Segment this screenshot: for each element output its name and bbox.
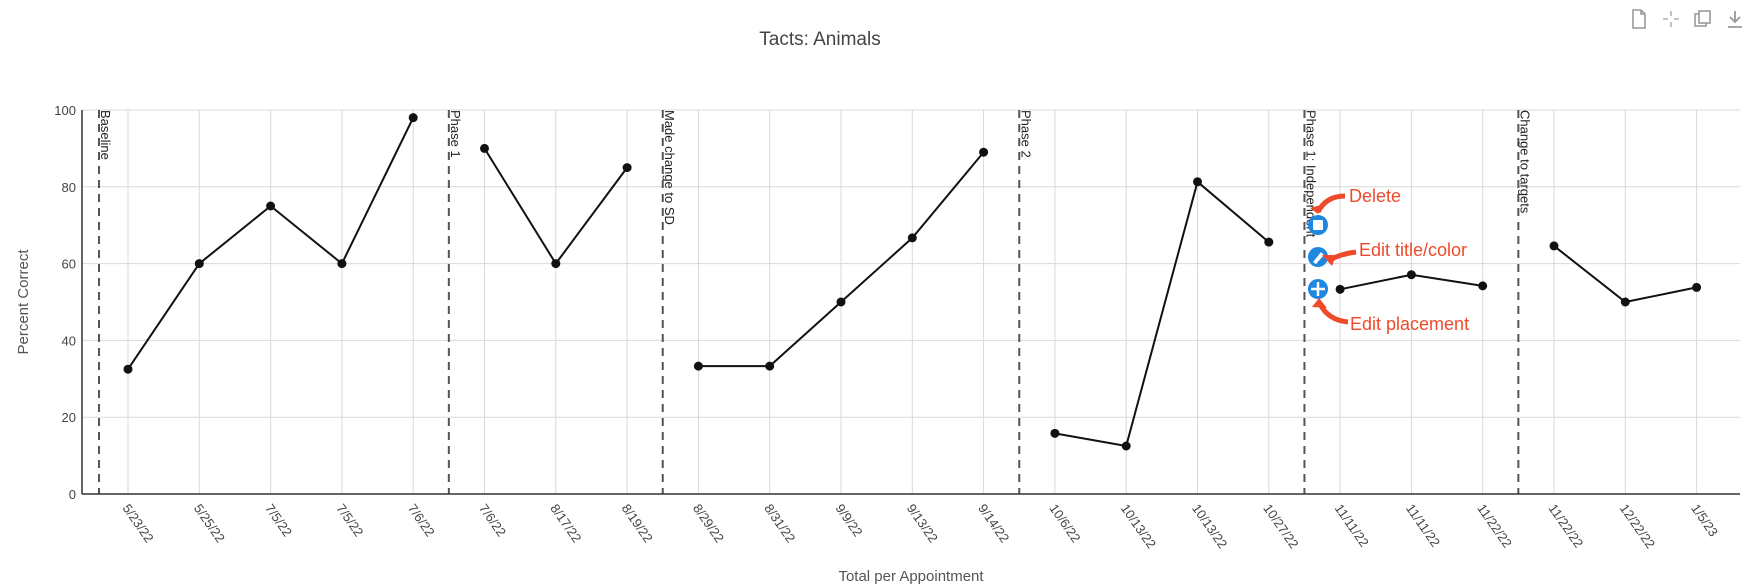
series-line <box>1054 180 1270 448</box>
x-tick-label: 8/17/22 <box>547 501 584 545</box>
y-tick-labels: 0 20 40 60 80 100 <box>54 103 76 502</box>
delete-handle[interactable] <box>1308 215 1328 235</box>
file-icon[interactable] <box>1628 8 1650 30</box>
data-point <box>266 201 276 211</box>
data-series <box>123 113 1702 451</box>
edit-title-color-callout: Edit title/color <box>1359 240 1467 260</box>
data-point <box>1121 441 1131 451</box>
data-point <box>1406 270 1416 280</box>
x-tick-label: 10/13/22 <box>1118 501 1159 551</box>
pencil-icon <box>1313 252 1324 264</box>
crosshair-icon[interactable] <box>1660 8 1682 30</box>
phase-label: Phase 1: Independent <box>1303 110 1318 238</box>
x-tick-label: 10/13/22 <box>1189 501 1230 551</box>
x-tick-label: 9/14/22 <box>975 501 1012 545</box>
data-point <box>907 233 917 243</box>
download-icon[interactable] <box>1724 8 1746 30</box>
data-point <box>123 364 133 374</box>
phase-label: Made change to SD <box>662 110 677 225</box>
y-tick-label: 100 <box>54 103 76 118</box>
phase-label: Phase 2 <box>1018 110 1033 158</box>
placement-arrow-head <box>1312 298 1327 308</box>
data-point <box>480 143 489 153</box>
x-tick-label: 9/13/22 <box>904 501 941 545</box>
x-tick-label: 11/11/22 <box>1403 501 1443 549</box>
phase-label: Baseline <box>98 110 113 160</box>
data-point <box>1692 282 1702 292</box>
grid-lines <box>82 109 1740 495</box>
x-tick-label: 8/19/22 <box>619 501 656 545</box>
data-point <box>979 147 989 157</box>
data-point <box>1193 177 1202 187</box>
data-point <box>765 361 775 371</box>
x-tick-label: 7/5/22 <box>333 501 366 539</box>
x-tick-label: 12/22/22 <box>1617 501 1658 551</box>
y-axis-label: Percent Correct <box>15 249 32 355</box>
x-tick-label: 11/22/22 <box>1474 501 1515 550</box>
data-point <box>408 113 418 123</box>
data-point <box>622 163 632 173</box>
phase-label: Change to targets <box>1517 110 1532 214</box>
x-tick-label: 11/11/22 <box>1332 501 1372 549</box>
x-tick-label: 7/6/22 <box>405 501 438 539</box>
move-handle[interactable] <box>1308 279 1328 299</box>
x-tick-label: 5/25/22 <box>191 501 228 545</box>
x-tick-label: 11/22/22 <box>1546 501 1587 550</box>
edit-handle[interactable] <box>1308 247 1328 267</box>
edit-placement-callout: Edit placement <box>1350 314 1469 334</box>
trash-icon <box>1313 220 1323 230</box>
y-tick-label: 80 <box>62 180 76 195</box>
x-tick-label: 10/27/22 <box>1260 501 1301 551</box>
x-tick-labels: 5/23/22 5/25/22 7/5/22 7/5/22 7/6/22 7/6/22 8/… <box>120 501 1722 551</box>
delete-callout: Delete <box>1349 186 1401 206</box>
data-point <box>1620 297 1630 307</box>
data-point <box>337 259 347 269</box>
delete-arrow <box>1315 193 1346 214</box>
x-tick-label: 8/29/22 <box>690 501 727 545</box>
data-point <box>1549 241 1559 251</box>
edit-arrow-head <box>1322 255 1336 266</box>
data-point <box>551 259 561 269</box>
y-tick-label: 0 <box>69 487 76 502</box>
y-tick-label: 20 <box>62 410 76 425</box>
y-tick-label: 60 <box>62 257 76 272</box>
data-point <box>1335 284 1345 294</box>
x-tick-label: 7/6/22 <box>476 501 509 539</box>
x-tick-label: 5/23/22 <box>120 501 157 545</box>
x-tick-label: 8/31/22 <box>761 501 798 545</box>
x-tick-label: 10/6/22 <box>1046 501 1083 545</box>
chart-toolbar <box>1628 8 1746 30</box>
data-point <box>1478 281 1488 291</box>
x-tick-label: 7/5/22 <box>262 501 295 539</box>
data-point <box>1050 428 1060 438</box>
chart-title: Tacts: Animals <box>759 29 880 50</box>
copy-icon[interactable] <box>1692 8 1714 30</box>
x-tick-label: 1/5/23 <box>1688 501 1721 539</box>
move-icon <box>1311 282 1325 296</box>
data-point <box>836 297 846 307</box>
x-axis-label: Total per Appointment <box>838 568 984 585</box>
phase-lines: Baseline Phase 1 Made change to SD Phase 2 P… <box>98 110 1532 494</box>
x-tick-label: 9/9/22 <box>833 501 866 539</box>
delete-arrow-head <box>1310 204 1324 214</box>
phase-label: Phase 1 <box>448 110 463 158</box>
data-point <box>1264 237 1274 247</box>
y-tick-label: 40 <box>62 333 76 348</box>
data-point <box>194 259 204 269</box>
axes <box>81 110 1740 495</box>
data-point <box>693 361 703 371</box>
annotation-controls: Delete Edit title/color Edit placement <box>1308 186 1469 334</box>
